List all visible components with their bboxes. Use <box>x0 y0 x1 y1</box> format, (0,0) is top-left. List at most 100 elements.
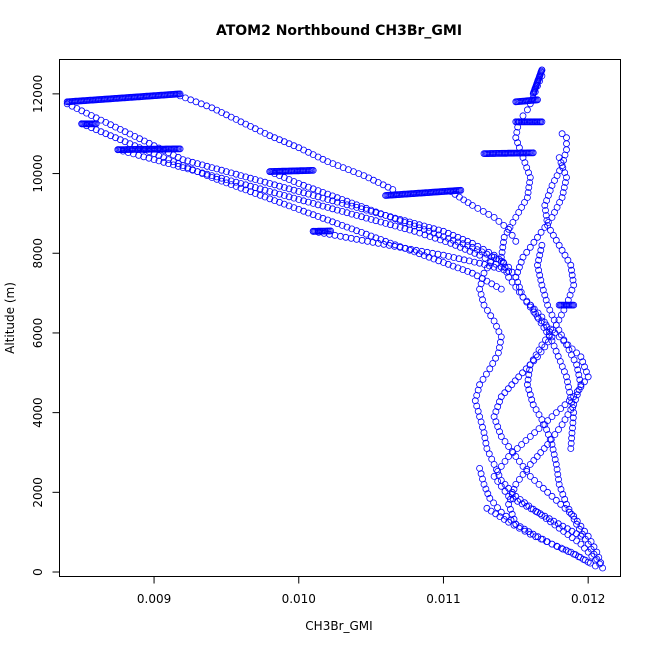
data-point <box>555 154 563 162</box>
data-point <box>513 128 521 136</box>
data-point <box>521 198 528 206</box>
data-point <box>529 356 537 364</box>
x-tick-label: 0.010 <box>282 592 316 606</box>
data-point <box>543 426 550 434</box>
data-point <box>487 312 495 320</box>
data-point <box>464 267 472 275</box>
data-point <box>517 288 525 296</box>
data-point <box>544 488 551 496</box>
data-point <box>88 124 95 132</box>
data-point <box>552 460 560 468</box>
data-point <box>579 358 587 366</box>
data-point <box>518 203 525 211</box>
data-point <box>353 201 361 209</box>
data-point <box>203 162 211 170</box>
data-point <box>256 177 264 185</box>
data-point <box>358 236 366 244</box>
data-point-dense <box>570 301 578 309</box>
data-point <box>460 256 468 264</box>
data-point <box>435 231 443 239</box>
data-point <box>593 555 601 563</box>
data-point <box>584 548 592 556</box>
chart-title: ATOM2 Northbound CH3Br_GMI <box>216 23 462 39</box>
data-point <box>276 198 283 206</box>
data-point <box>218 177 226 185</box>
data-point <box>348 225 356 233</box>
data-point <box>266 132 274 140</box>
data-point <box>577 353 585 361</box>
data-point <box>566 508 573 516</box>
data-point <box>280 138 288 146</box>
data-point <box>543 197 550 204</box>
data-point <box>555 524 563 532</box>
data-point <box>121 138 129 146</box>
data-point <box>481 434 489 442</box>
data-point <box>329 205 336 213</box>
data-point <box>574 366 582 374</box>
data-point <box>506 223 514 231</box>
data-point <box>237 172 245 180</box>
data-point <box>505 267 513 275</box>
data-point <box>584 558 592 566</box>
data-point <box>499 243 507 251</box>
data-point <box>526 366 533 374</box>
data-point <box>333 194 341 202</box>
data-point <box>401 219 409 226</box>
data-point <box>271 189 279 197</box>
y-tick-label: 4000 <box>31 397 45 428</box>
data-point <box>285 193 293 201</box>
data-point <box>526 530 534 538</box>
data-point <box>496 398 503 406</box>
data-point <box>516 288 523 296</box>
data-point <box>512 480 520 488</box>
data-point <box>471 258 478 266</box>
data-point <box>266 188 274 195</box>
data-point <box>490 472 498 480</box>
data-point <box>358 205 365 213</box>
data-point <box>300 181 308 189</box>
data-point <box>372 208 380 216</box>
data-point <box>515 208 523 216</box>
y-tick-label: 8000 <box>31 238 45 269</box>
data-point <box>420 222 428 230</box>
data-point <box>534 233 541 241</box>
data-point <box>516 457 523 465</box>
data-point <box>324 216 332 224</box>
data-point <box>514 139 521 147</box>
data-point <box>568 266 575 274</box>
data-point <box>558 246 566 254</box>
data-point <box>573 391 581 399</box>
data-point <box>314 187 322 195</box>
data-point <box>155 157 163 165</box>
data-point <box>189 158 197 166</box>
data-point <box>517 258 525 266</box>
data-point <box>343 209 351 217</box>
data-point <box>525 184 533 191</box>
data-point <box>324 196 332 203</box>
data-point <box>538 512 546 519</box>
data-point <box>208 172 216 180</box>
data-point <box>566 291 574 299</box>
data-point <box>559 490 567 498</box>
data-point <box>444 260 452 268</box>
data-point <box>203 172 211 180</box>
data-point <box>476 259 484 267</box>
data-point <box>348 202 356 210</box>
data-point <box>568 398 575 406</box>
data-point <box>553 465 561 473</box>
data-point <box>377 218 385 226</box>
data-point <box>516 475 523 483</box>
data-point <box>218 174 226 182</box>
data-point <box>532 406 540 414</box>
data-point <box>523 164 531 172</box>
data-point <box>512 237 520 245</box>
data-point <box>523 465 531 473</box>
data-point <box>218 166 226 174</box>
data-point <box>418 247 426 255</box>
data-point <box>247 174 254 182</box>
data-point <box>251 176 259 183</box>
data-point <box>568 434 575 442</box>
data-point <box>247 188 254 196</box>
data-point <box>564 296 572 304</box>
data-point <box>564 256 572 264</box>
